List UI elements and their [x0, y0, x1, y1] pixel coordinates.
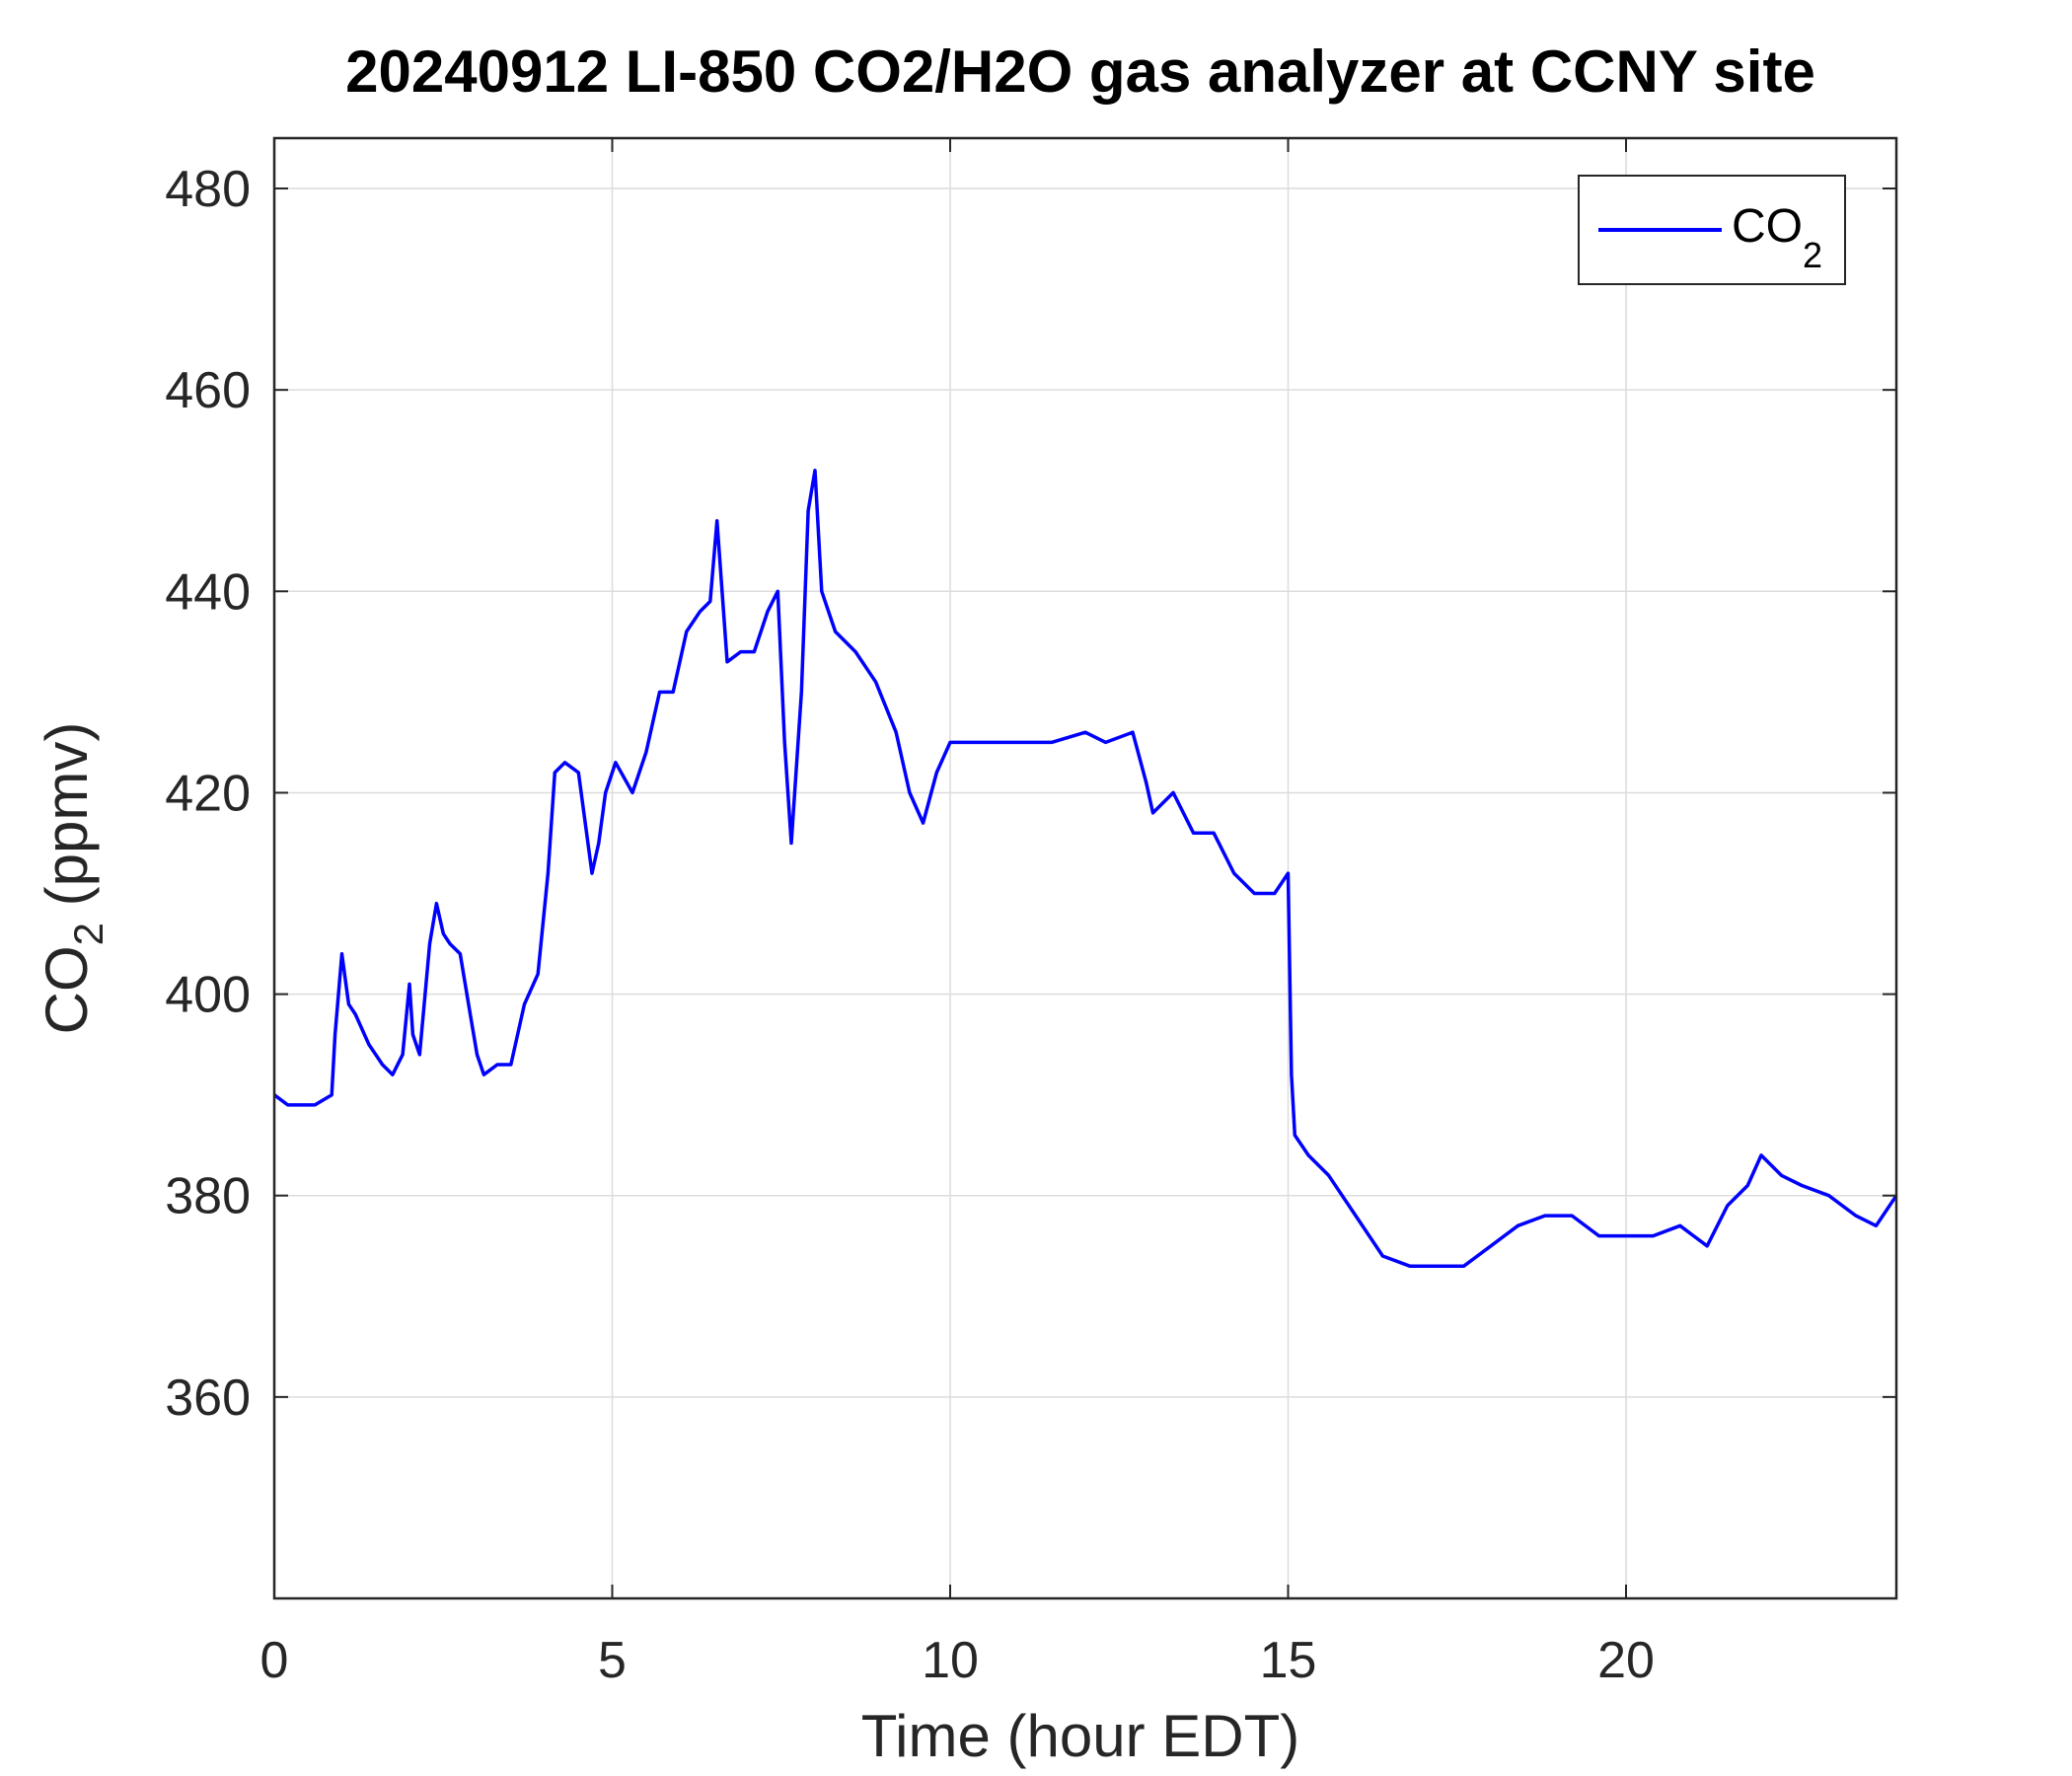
plot-area	[274, 138, 1896, 1598]
legend: CO2	[1578, 175, 1846, 285]
y-axis-label: CO2 (ppmv)	[34, 722, 111, 1035]
y-axis-label-main: CO	[34, 945, 100, 1034]
y-tick-label: 440	[165, 563, 251, 621]
y-axis-label-sub: 2	[65, 923, 111, 945]
y-tick-label: 400	[165, 967, 251, 1024]
y-tick-label: 380	[165, 1168, 251, 1225]
y-tick-label: 360	[165, 1369, 251, 1427]
x-tick-label: 15	[1260, 1632, 1317, 1689]
y-tick-label: 460	[165, 362, 251, 419]
y-axis-label-unit: (ppmv)	[34, 722, 100, 923]
legend-label-co2-main: CO	[1732, 200, 1803, 253]
x-axis-label: Time (hour EDT)	[861, 1703, 1300, 1769]
series-line-co2	[272, 469, 1898, 1268]
x-tick-label: 0	[260, 1632, 289, 1689]
axis-ticks: 0 5 10 15 20 360 380 400 420 440 460 480	[165, 138, 1896, 1689]
y-tick-label: 420	[165, 765, 251, 822]
grid-lines	[273, 138, 1896, 1598]
x-tick-label: 10	[922, 1632, 979, 1689]
legend-label-co2-sub: 2	[1803, 235, 1822, 275]
series-layer	[272, 469, 1898, 1268]
y-tick-label: 480	[165, 161, 251, 218]
legend-label-co2: CO2	[1732, 200, 1822, 275]
x-tick-label: 5	[598, 1632, 627, 1689]
plot-border	[272, 136, 1898, 1600]
x-tick-label: 20	[1597, 1632, 1655, 1689]
chart-title: 20240912 LI-850 CO2/H2O gas analyzer at …	[345, 38, 1815, 105]
